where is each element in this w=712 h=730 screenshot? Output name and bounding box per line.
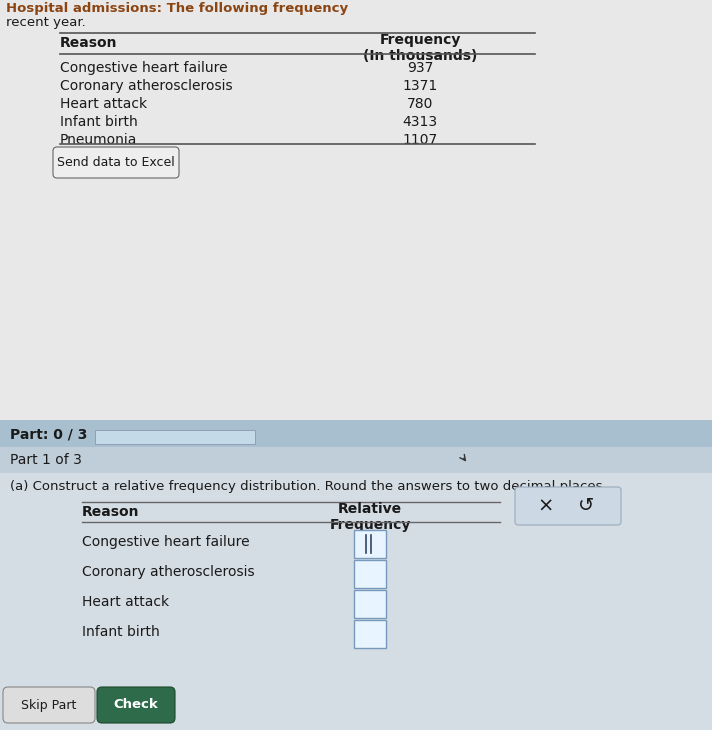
Text: Heart attack: Heart attack xyxy=(60,97,147,111)
FancyBboxPatch shape xyxy=(354,530,386,558)
FancyBboxPatch shape xyxy=(0,0,712,420)
Text: Coronary atherosclerosis: Coronary atherosclerosis xyxy=(60,79,233,93)
FancyBboxPatch shape xyxy=(3,687,95,723)
Text: 4313: 4313 xyxy=(402,115,438,129)
Text: Congestive heart failure: Congestive heart failure xyxy=(60,61,228,75)
FancyBboxPatch shape xyxy=(0,420,712,447)
FancyBboxPatch shape xyxy=(354,560,386,588)
Text: Part 1 of 3: Part 1 of 3 xyxy=(10,453,82,467)
Text: Congestive heart failure: Congestive heart failure xyxy=(82,535,250,549)
Text: recent year.: recent year. xyxy=(6,16,85,29)
Text: (a) Construct a relative frequency distribution. Round the answers to two decima: (a) Construct a relative frequency distr… xyxy=(10,480,607,493)
FancyBboxPatch shape xyxy=(354,620,386,648)
Text: Frequency
(In thousands): Frequency (In thousands) xyxy=(363,33,477,64)
Text: Pneumonia: Pneumonia xyxy=(60,133,137,147)
FancyBboxPatch shape xyxy=(95,430,255,444)
FancyBboxPatch shape xyxy=(53,147,179,178)
Text: 1371: 1371 xyxy=(402,79,438,93)
Text: Part: 0 / 3: Part: 0 / 3 xyxy=(10,427,88,441)
Text: Skip Part: Skip Part xyxy=(21,699,77,712)
Text: Reason: Reason xyxy=(60,36,117,50)
FancyBboxPatch shape xyxy=(0,473,712,730)
Text: 1107: 1107 xyxy=(402,133,438,147)
Text: Send data to Excel: Send data to Excel xyxy=(57,156,175,169)
Text: Reason: Reason xyxy=(82,505,140,519)
Text: 780: 780 xyxy=(407,97,433,111)
Text: Infant birth: Infant birth xyxy=(60,115,137,129)
FancyBboxPatch shape xyxy=(97,687,175,723)
Text: 937: 937 xyxy=(407,61,433,75)
FancyBboxPatch shape xyxy=(515,487,621,525)
Text: ↺: ↺ xyxy=(578,496,595,515)
Text: ×: × xyxy=(538,496,554,515)
Text: Infant birth: Infant birth xyxy=(82,625,159,639)
FancyBboxPatch shape xyxy=(0,447,712,473)
Text: Relative
Frequency: Relative Frequency xyxy=(330,502,411,532)
Text: Coronary atherosclerosis: Coronary atherosclerosis xyxy=(82,565,255,579)
Text: Check: Check xyxy=(114,699,158,712)
FancyBboxPatch shape xyxy=(354,590,386,618)
Text: Heart attack: Heart attack xyxy=(82,595,169,609)
Text: Hospital admissions: The following frequency: Hospital admissions: The following frequ… xyxy=(6,2,348,15)
